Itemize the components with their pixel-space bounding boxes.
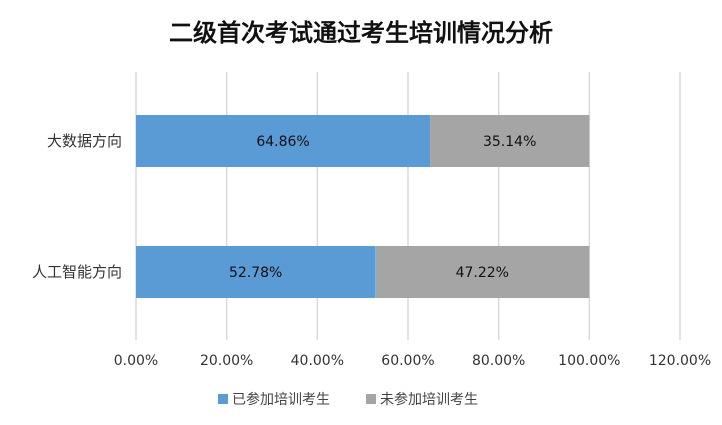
bar-trained-1 — [136, 246, 376, 298]
bar-untrained-1 — [375, 246, 590, 298]
legend-label-0: 已参加培训考生 — [232, 391, 330, 408]
x-tick-label-1: 20.00% — [200, 353, 253, 369]
legend-swatch-1 — [366, 394, 376, 404]
gridlines — [135, 72, 681, 340]
data-label-1-0: 35.14% — [483, 134, 536, 150]
bar-trained-0 — [136, 115, 431, 167]
x-tick-label-5: 100.00% — [558, 353, 620, 369]
y-category-label-0: 大数据方向 — [47, 132, 122, 150]
x-tick-label-4: 80.00% — [472, 353, 525, 369]
x-axis-ticks: 0.00% 20.00% 40.00% 60.00% 80.00% 100.00% 120.… — [114, 353, 711, 369]
x-tick-label-3: 60.00% — [381, 353, 434, 369]
data-label-0-0: 64.86% — [256, 134, 309, 150]
bars — [136, 115, 590, 298]
x-tick-label-0: 0.00% — [114, 353, 158, 369]
legend-swatch-0 — [218, 394, 228, 404]
data-label-1-1: 47.22% — [456, 265, 509, 281]
chart-title: 二级首次考试通过考生培训情况分析 — [169, 18, 553, 47]
x-tick-label-6: 120.00% — [649, 353, 711, 369]
bar-untrained-0 — [430, 115, 590, 167]
legend-label-1: 未参加培训考生 — [380, 391, 478, 408]
y-category-label-1: 人工智能方向 — [32, 263, 122, 281]
data-labels: 64.86% 35.14% 52.78% 47.22% — [229, 134, 536, 281]
legend: 已参加培训考生 未参加培训考生 — [218, 391, 478, 408]
data-label-0-1: 52.78% — [229, 265, 282, 281]
x-tick-label-2: 40.00% — [291, 353, 344, 369]
